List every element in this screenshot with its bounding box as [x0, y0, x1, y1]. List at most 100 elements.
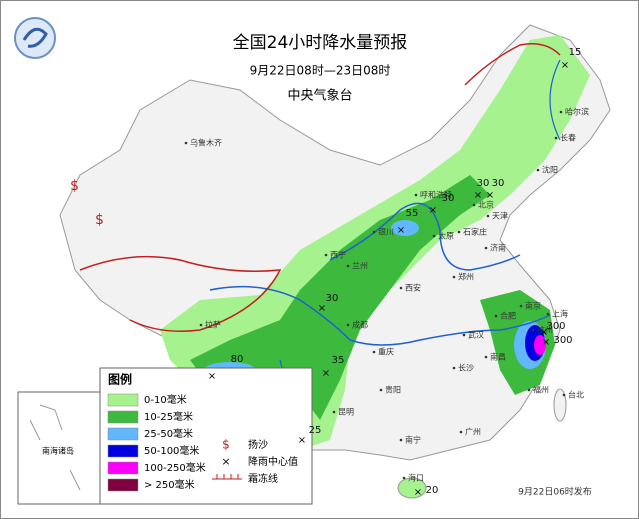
city-label: 南昌 — [490, 352, 506, 362]
map-subtitle: 9月22日08时—23日08时 — [250, 64, 391, 78]
city-label: 石家庄 — [463, 227, 487, 237]
legend-title: 图例 — [108, 372, 132, 387]
city-dot — [559, 110, 563, 114]
logo — [14, 17, 56, 59]
sand-symbol: $ — [95, 212, 104, 228]
city-label: 上海 — [552, 309, 568, 319]
city-label: 长春 — [560, 133, 576, 143]
city-dot — [324, 253, 328, 257]
rain-centers: ×15×30×30×30×55×30×80×35×25×300× 300× 20 — [208, 47, 582, 498]
city-dot — [346, 264, 350, 268]
legend-label: > 250毫米 — [144, 478, 195, 491]
city-label: 西安 — [405, 283, 421, 293]
city-dot — [462, 333, 466, 337]
rain-25-50 — [391, 220, 419, 236]
legend-label: 10-25毫米 — [144, 410, 193, 423]
legend-swatch — [107, 393, 139, 407]
city-dot — [527, 388, 531, 392]
city-label: 银川 — [378, 227, 394, 237]
rain-center-value: 300 — [553, 335, 572, 346]
city-dot — [432, 234, 436, 238]
city-label: 北京 — [478, 200, 494, 210]
map-title: 全国24小时降水量预报 — [233, 33, 408, 53]
rain-center-value: 35 — [332, 355, 345, 366]
frost-line — [464, 43, 561, 86]
center-cross: × — [474, 190, 482, 201]
sand-symbol: $ — [70, 178, 79, 194]
city-dot — [199, 323, 203, 327]
city-label: 福州 — [533, 386, 549, 395]
city-dot — [452, 275, 456, 279]
city-dot — [346, 323, 350, 327]
hainan — [397, 477, 427, 499]
city-label: 济南 — [490, 243, 506, 253]
river — [329, 202, 521, 271]
city-label: 兰州 — [352, 261, 368, 271]
legend-label: 100-250毫米 — [144, 461, 206, 474]
center-cross: × — [414, 487, 422, 498]
center-cross: × — [298, 435, 306, 446]
center-cross: × — [208, 371, 216, 382]
city-label: 昆明 — [338, 408, 354, 417]
city-label: 太原 — [438, 231, 454, 241]
center-cross: × — [540, 327, 548, 338]
city-label: 天津 — [492, 211, 508, 221]
rain-center-value: 30 — [492, 178, 505, 189]
city-label: 成都 — [352, 320, 368, 330]
city-label: 呼和浩特 — [420, 190, 452, 200]
city-label: 沈阳 — [542, 165, 558, 175]
rain-center-value: 15 — [569, 47, 582, 58]
legend-label: 25-50毫米 — [144, 427, 193, 440]
city-dot — [562, 393, 566, 397]
city-dot — [546, 312, 550, 316]
city-label: 西宁 — [330, 250, 346, 260]
city-dot — [332, 410, 336, 414]
legend-swatch — [107, 427, 139, 441]
rain-center-value: 30 — [477, 178, 490, 189]
legend-symbol-label: 霜冻线 — [248, 472, 278, 485]
rain-center-value: 80 — [231, 354, 244, 365]
city-dot — [472, 203, 476, 207]
city-label: 合肥 — [500, 311, 516, 321]
city-dot — [486, 214, 490, 218]
logo-mark — [22, 27, 48, 48]
center-cross: × — [397, 225, 405, 236]
rain-100-250 — [534, 335, 546, 355]
issuer: 中央气象台 — [287, 88, 352, 104]
rain-center-value: 30 — [326, 293, 339, 304]
rain-center-value: 25 — [309, 425, 322, 436]
city-dot — [494, 314, 498, 318]
city-dot — [402, 476, 406, 480]
inset-islands — [29, 404, 81, 491]
city-dot — [536, 168, 540, 172]
taiwan — [553, 388, 567, 422]
city-dot — [484, 246, 488, 250]
city-label: 台北 — [568, 390, 584, 400]
city-dot — [459, 430, 463, 434]
city-dot — [519, 304, 523, 308]
city-label: 杭州 — [537, 325, 553, 335]
city-label: 贵阳 — [385, 385, 401, 395]
city-label: 拉萨 — [205, 320, 221, 330]
center-cross: × — [318, 303, 326, 314]
inset-label: 南海诸岛 — [42, 446, 74, 456]
city-dot — [399, 286, 403, 290]
city-label: 南宁 — [405, 435, 421, 445]
city-label: 重庆 — [378, 347, 394, 357]
city-label: 郑州 — [458, 272, 474, 282]
city-label: 哈尔滨 — [565, 107, 589, 117]
river — [549, 59, 561, 141]
sand-icon: $ — [222, 438, 230, 452]
city-dot — [379, 388, 383, 392]
frost-icon — [212, 474, 242, 480]
frost-line — [79, 255, 282, 332]
center-cross: × — [429, 205, 437, 216]
city-dot — [399, 438, 403, 442]
city-dot — [452, 366, 456, 370]
city-dot — [372, 230, 376, 234]
city-dot — [457, 230, 461, 234]
city-label: 南京 — [525, 301, 541, 311]
footer: 9月22日06时发布 — [518, 486, 592, 498]
city-dot — [531, 328, 535, 332]
center-cross: × — [542, 337, 550, 348]
